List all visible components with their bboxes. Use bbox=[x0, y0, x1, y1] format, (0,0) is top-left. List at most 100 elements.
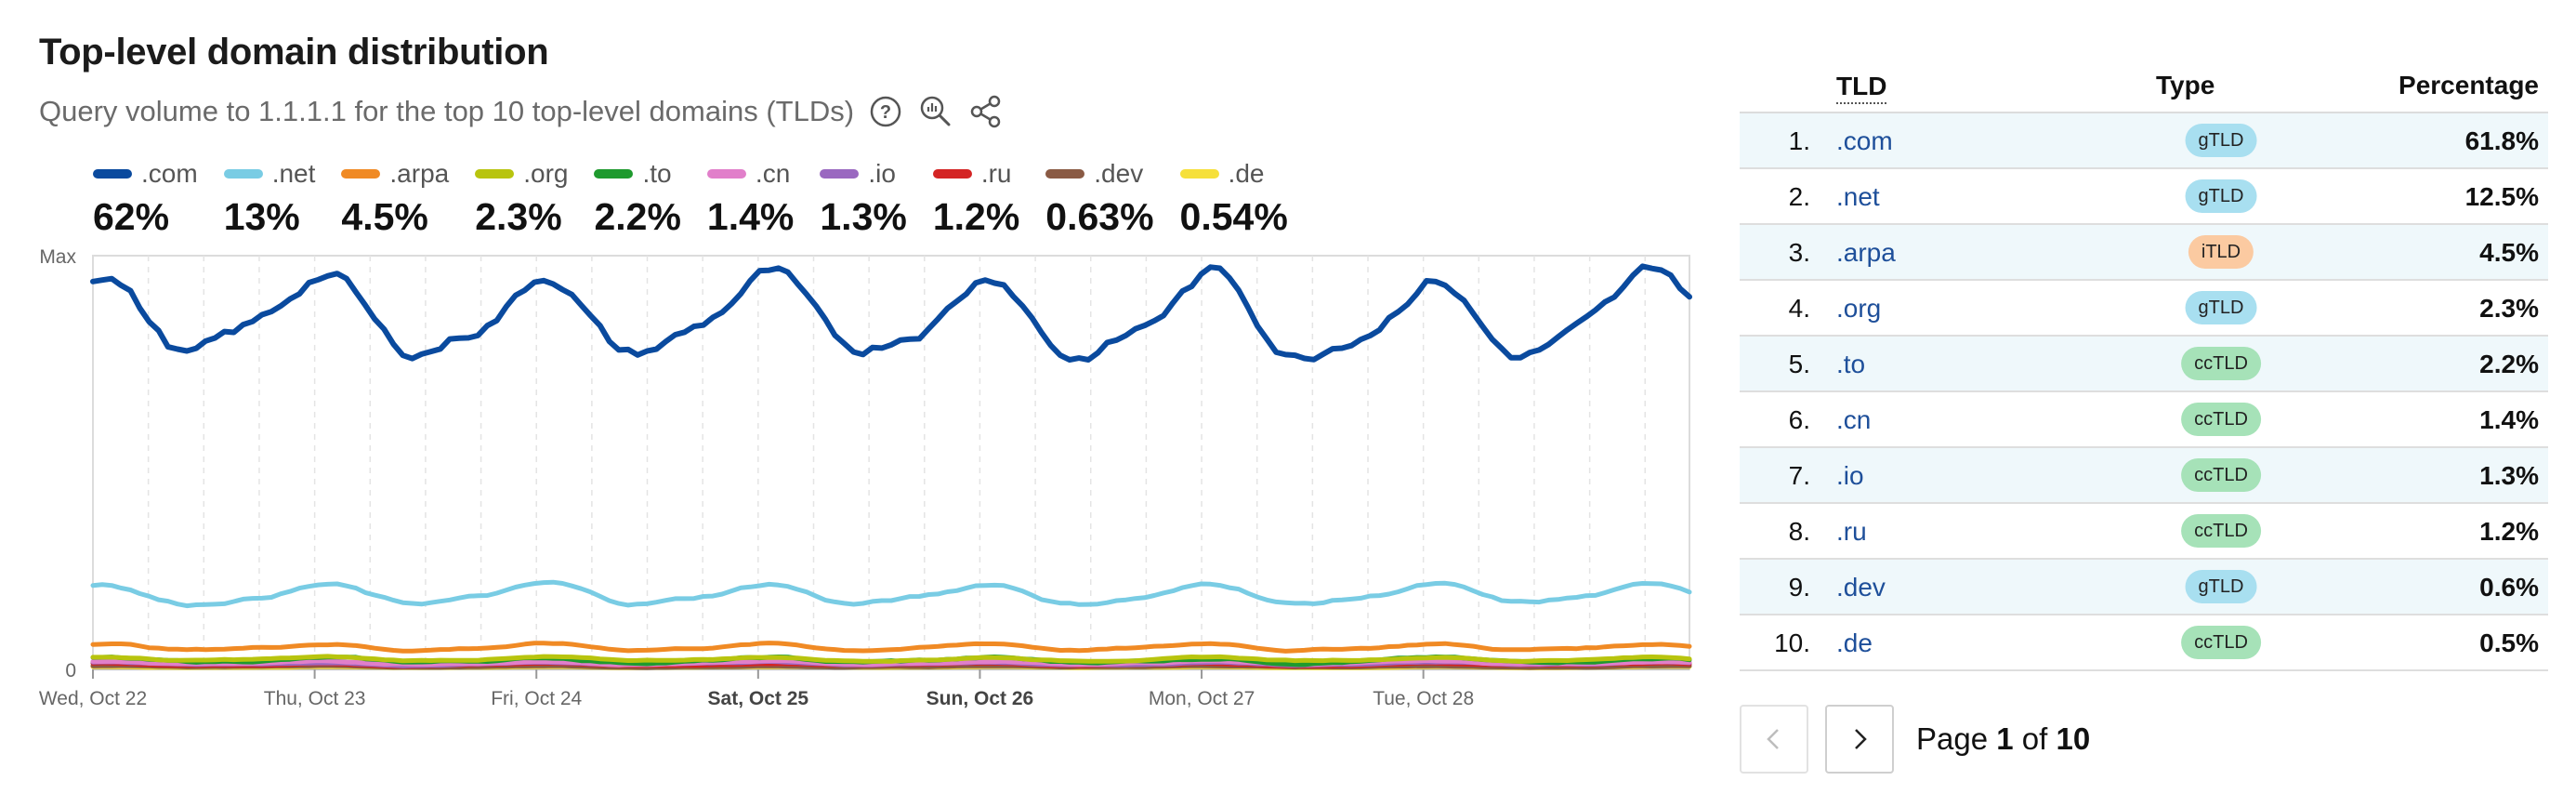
legend-value: 0.63% bbox=[1045, 195, 1154, 238]
legend-label: .arpa bbox=[389, 159, 450, 188]
type-badge: iTLD bbox=[2188, 235, 2254, 269]
legend-label: .de bbox=[1228, 159, 1265, 188]
legend-label: .net bbox=[271, 159, 316, 188]
y-tick-label: 0 bbox=[65, 660, 76, 681]
legend-value: 1.3% bbox=[820, 195, 907, 238]
chart-explore-icon[interactable] bbox=[917, 93, 954, 130]
legend-label: .com bbox=[141, 159, 198, 188]
row-rank: 7. bbox=[1788, 461, 1810, 490]
row-tld-link[interactable]: .dev bbox=[1836, 573, 1886, 602]
legend-item-cn[interactable]: .cn 1.4% bbox=[706, 158, 795, 239]
x-tick-label: Sat, Oct 25 bbox=[708, 688, 809, 709]
legend-item-de[interactable]: .de 0.54% bbox=[1179, 158, 1288, 239]
row-percentage: 2.2% bbox=[2479, 350, 2539, 378]
legend-swatch bbox=[1179, 169, 1219, 179]
legend-swatch bbox=[706, 169, 746, 179]
legend-swatch bbox=[475, 169, 515, 179]
table-row: 9. .dev gTLD 0.6% bbox=[1740, 560, 2548, 615]
x-tick-label: Tue, Oct 28 bbox=[1373, 688, 1474, 709]
row-rank: 1. bbox=[1788, 126, 1810, 155]
page-separator: of bbox=[2021, 721, 2048, 756]
row-tld-link[interactable]: .cn bbox=[1836, 405, 1872, 434]
row-rank: 2. bbox=[1788, 182, 1810, 211]
legend-swatch bbox=[594, 169, 634, 179]
row-percentage: 1.4% bbox=[2479, 405, 2539, 434]
row-rank: 10. bbox=[1774, 628, 1810, 657]
header-type: Type bbox=[2156, 71, 2215, 99]
type-badge: ccTLD bbox=[2181, 458, 2261, 492]
next-page-button[interactable] bbox=[1825, 705, 1894, 774]
page-info: Page 1 of 10 bbox=[1916, 721, 2090, 757]
row-tld-link[interactable]: .de bbox=[1836, 628, 1873, 657]
prev-page-button[interactable] bbox=[1740, 705, 1808, 774]
header-tld[interactable]: TLD bbox=[1836, 71, 1887, 104]
legend-item-org[interactable]: .org 2.3% bbox=[475, 158, 568, 239]
legend-value: 2.2% bbox=[594, 195, 681, 238]
share-icon[interactable] bbox=[967, 93, 1005, 130]
legend-item-ru[interactable]: .ru 1.2% bbox=[932, 158, 1019, 239]
row-rank: 4. bbox=[1788, 294, 1810, 323]
table-row: 8. .ru ccTLD 1.2% bbox=[1740, 504, 2548, 560]
row-tld-link[interactable]: .com bbox=[1836, 126, 1893, 155]
row-rank: 6. bbox=[1788, 405, 1810, 434]
legend-label: .to bbox=[642, 159, 672, 188]
subtitle-text: Query volume to 1.1.1.1 for the top 10 t… bbox=[39, 95, 855, 127]
page-title: Top-level domain distribution bbox=[39, 32, 549, 73]
legend-item-to[interactable]: .to 2.2% bbox=[594, 158, 681, 239]
page-current: 1 bbox=[1996, 721, 2014, 756]
x-tick-label: Fri, Oct 24 bbox=[491, 688, 582, 709]
table-row: 1. .com gTLD 61.8% bbox=[1740, 113, 2548, 169]
row-percentage: 61.8% bbox=[2464, 126, 2539, 155]
legend-swatch bbox=[820, 169, 860, 179]
type-badge: ccTLD bbox=[2181, 514, 2261, 548]
legend-item-net[interactable]: .net 13% bbox=[223, 158, 316, 239]
x-tick-label: Wed, Oct 22 bbox=[39, 688, 147, 709]
row-percentage: 0.6% bbox=[2479, 573, 2539, 602]
y-tick-label: Max bbox=[39, 246, 76, 268]
row-rank: 8. bbox=[1788, 517, 1810, 546]
table-row: 3. .arpa iTLD 4.5% bbox=[1740, 225, 2548, 281]
row-rank: 5. bbox=[1788, 350, 1810, 378]
type-badge: ccTLD bbox=[2181, 403, 2261, 436]
row-tld-link[interactable]: .to bbox=[1836, 350, 1866, 378]
line-chart: Max 0 Wed, Oct 22 Thu, Oct 23 Fri, Oct 24 Sat… bbox=[39, 246, 1692, 709]
legend-item-io[interactable]: .io 1.3% bbox=[820, 158, 907, 239]
series-line-arpa bbox=[90, 641, 1692, 654]
legend-item-dev[interactable]: .dev 0.63% bbox=[1045, 158, 1154, 239]
legend-swatch bbox=[341, 169, 381, 179]
legend-swatch bbox=[223, 169, 263, 179]
type-badge: gTLD bbox=[2185, 291, 2257, 324]
legend-item-arpa[interactable]: .arpa 4.5% bbox=[341, 158, 449, 239]
row-tld-link[interactable]: .io bbox=[1836, 461, 1864, 490]
pagination: Page 1 of 10 bbox=[1740, 705, 2090, 774]
legend-value: 4.5% bbox=[341, 195, 428, 238]
type-badge: ccTLD bbox=[2181, 626, 2261, 659]
row-tld-link[interactable]: .org bbox=[1836, 294, 1882, 323]
svg-text:?: ? bbox=[880, 102, 891, 123]
row-percentage: 0.5% bbox=[2479, 628, 2539, 657]
row-rank: 3. bbox=[1788, 238, 1810, 267]
series-line-net bbox=[90, 579, 1692, 609]
page-prefix: Page bbox=[1916, 721, 1989, 756]
table-body: 1. .com gTLD 61.8% 2. .net gTLD 12.5% 3. .arpa iTL… bbox=[1740, 113, 2548, 671]
tld-table: TLD Type Percentage 1. .com gTLD 61.8% 2. .ne… bbox=[1740, 71, 2548, 671]
legend-label: .io bbox=[868, 159, 896, 188]
x-tick-label: Thu, Oct 23 bbox=[264, 688, 366, 709]
table-row: 6. .cn ccTLD 1.4% bbox=[1740, 392, 2548, 448]
legend-item-com[interactable]: .com 62% bbox=[93, 158, 198, 239]
legend-value: 0.54% bbox=[1179, 195, 1288, 238]
row-tld-link[interactable]: .net bbox=[1836, 182, 1880, 211]
legend-value: 1.4% bbox=[706, 195, 795, 238]
table-row: 5. .to ccTLD 2.2% bbox=[1740, 337, 2548, 392]
row-percentage: 1.2% bbox=[2479, 517, 2539, 546]
row-tld-link[interactable]: .arpa bbox=[1836, 238, 1896, 267]
row-rank: 9. bbox=[1788, 573, 1810, 602]
help-icon[interactable]: ? bbox=[867, 93, 904, 130]
table-row: 7. .io ccTLD 1.3% bbox=[1740, 448, 2548, 504]
row-tld-link[interactable]: .ru bbox=[1836, 517, 1867, 546]
legend-label: .ru bbox=[980, 159, 1012, 188]
row-percentage: 1.3% bbox=[2479, 461, 2539, 490]
chevron-left-icon bbox=[1767, 729, 1779, 749]
table-row: 4. .org gTLD 2.3% bbox=[1740, 281, 2548, 337]
page-total: 10 bbox=[2056, 721, 2091, 756]
